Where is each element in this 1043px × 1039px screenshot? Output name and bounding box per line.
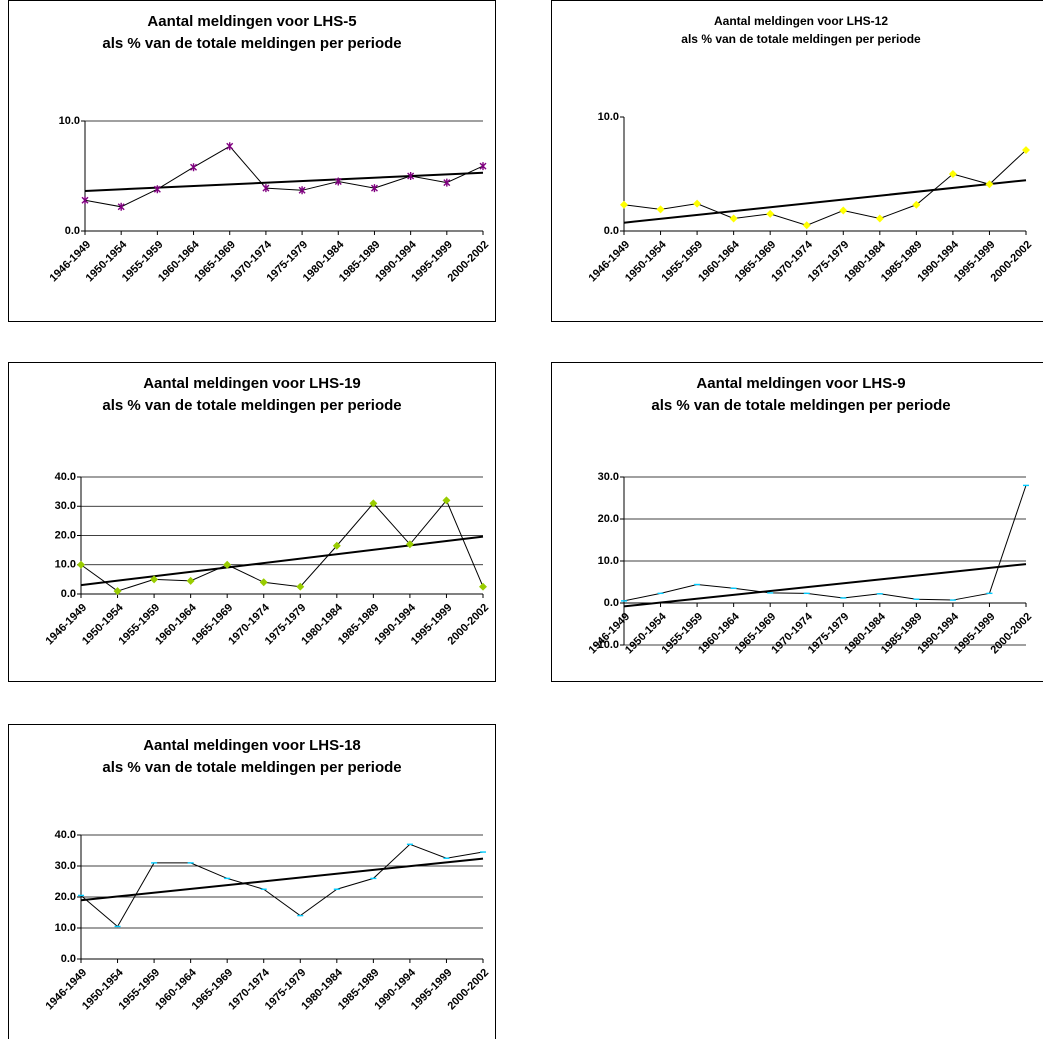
- series-line: [623, 149, 1027, 226]
- data-point: [405, 540, 414, 549]
- data-point: [370, 184, 378, 193]
- chart-title: Aantal meldingen voor LHS-9: [696, 375, 905, 392]
- chart-frame: [551, 362, 1043, 682]
- y-tick-label: 30.0: [55, 500, 76, 512]
- data-point: [226, 142, 234, 151]
- trendline: [623, 179, 1027, 224]
- y-tick-label: 40.0: [55, 829, 76, 841]
- y-tick-label: 30.0: [55, 860, 76, 872]
- chart-subtitle: als % van de totale meldingen per period…: [651, 397, 950, 414]
- chart-title: Aantal meldingen voor LHS-12: [714, 14, 888, 28]
- chart-subtitle: als % van de totale meldingen per period…: [102, 397, 401, 414]
- data-point: [153, 185, 161, 194]
- y-tick-label: 0.0: [65, 225, 80, 237]
- data-point: [296, 582, 305, 591]
- data-point: [479, 162, 487, 171]
- data-point: [985, 180, 994, 189]
- trendline: [80, 857, 484, 902]
- y-tick-label: 10.0: [598, 111, 619, 123]
- data-point: [262, 184, 270, 193]
- y-tick-label: 20.0: [55, 529, 76, 541]
- chart-subtitle: als % van de totale meldingen per period…: [102, 759, 401, 776]
- chart-panel: Aantal meldingen voor LHS-19 als % van de…: [8, 362, 496, 682]
- data-point: [334, 177, 342, 186]
- y-tick-label: 30.0: [598, 471, 619, 483]
- data-point: [407, 172, 415, 180]
- data-point: [298, 186, 306, 195]
- chart-title: Aantal meldingen voor LHS-18: [143, 737, 361, 754]
- data-point: [839, 206, 848, 215]
- data-point: [656, 205, 665, 214]
- chart-subtitle: als % van de totale meldingen per period…: [681, 32, 921, 46]
- data-point: [369, 499, 378, 508]
- chart-panel: Aantal meldingen voor LHS-12 als % van de…: [551, 0, 1043, 322]
- data-point: [442, 496, 451, 505]
- y-tick-label: 0.0: [604, 225, 619, 237]
- data-point: [693, 199, 702, 208]
- data-point: [259, 578, 268, 587]
- data-point: [479, 582, 487, 591]
- series-line: [80, 843, 484, 928]
- chart-panel: Aantal meldingen voor LHS-5 als % van de …: [8, 0, 496, 322]
- chart-panel: Aantal meldingen voor LHS-9 als % van de …: [551, 362, 1043, 682]
- y-tick-label: 0.0: [61, 953, 76, 965]
- data-point: [875, 214, 884, 223]
- trendline: [80, 535, 484, 587]
- data-point: [77, 560, 85, 569]
- data-point: [948, 170, 957, 178]
- data-point: [113, 587, 122, 596]
- y-tick-label: 0.0: [604, 597, 619, 609]
- trendline: [623, 563, 1027, 608]
- y-tick-label: 10.0: [55, 559, 76, 571]
- chart-frame: [551, 0, 1043, 322]
- data-point: [117, 202, 125, 211]
- data-point: [150, 575, 159, 584]
- y-tick-label: 20.0: [598, 513, 619, 525]
- y-tick-label: 10.0: [59, 115, 80, 127]
- y-tick-label: 0.0: [61, 588, 76, 600]
- series-line: [84, 145, 484, 208]
- series-line: [623, 485, 1027, 602]
- chart-frame: [8, 0, 496, 322]
- data-point: [223, 560, 232, 569]
- y-tick-label: 20.0: [55, 891, 76, 903]
- y-tick-label: 10.0: [55, 922, 76, 934]
- y-tick-label: 40.0: [55, 471, 76, 483]
- chart-title: Aantal meldingen voor LHS-5: [147, 13, 356, 30]
- data-point: [766, 209, 775, 218]
- data-point: [912, 200, 921, 209]
- trendline: [84, 171, 484, 192]
- series-line: [80, 499, 484, 592]
- data-point: [1022, 146, 1030, 155]
- data-point: [443, 178, 451, 187]
- data-point: [332, 541, 341, 550]
- chart-panel: Aantal meldingen voor LHS-18 als % van de…: [8, 724, 496, 1039]
- chart-frame: [8, 362, 496, 682]
- data-point: [620, 200, 628, 209]
- chart-subtitle: als % van de totale meldingen per period…: [102, 35, 401, 52]
- y-tick-label: 10.0: [598, 555, 619, 567]
- data-point: [802, 221, 811, 230]
- data-point: [186, 576, 195, 585]
- data-point: [729, 214, 738, 223]
- chart-title: Aantal meldingen voor LHS-19: [143, 375, 361, 392]
- data-point: [190, 163, 198, 172]
- data-point: [81, 196, 89, 205]
- y-tick-label: -10.0: [594, 639, 619, 651]
